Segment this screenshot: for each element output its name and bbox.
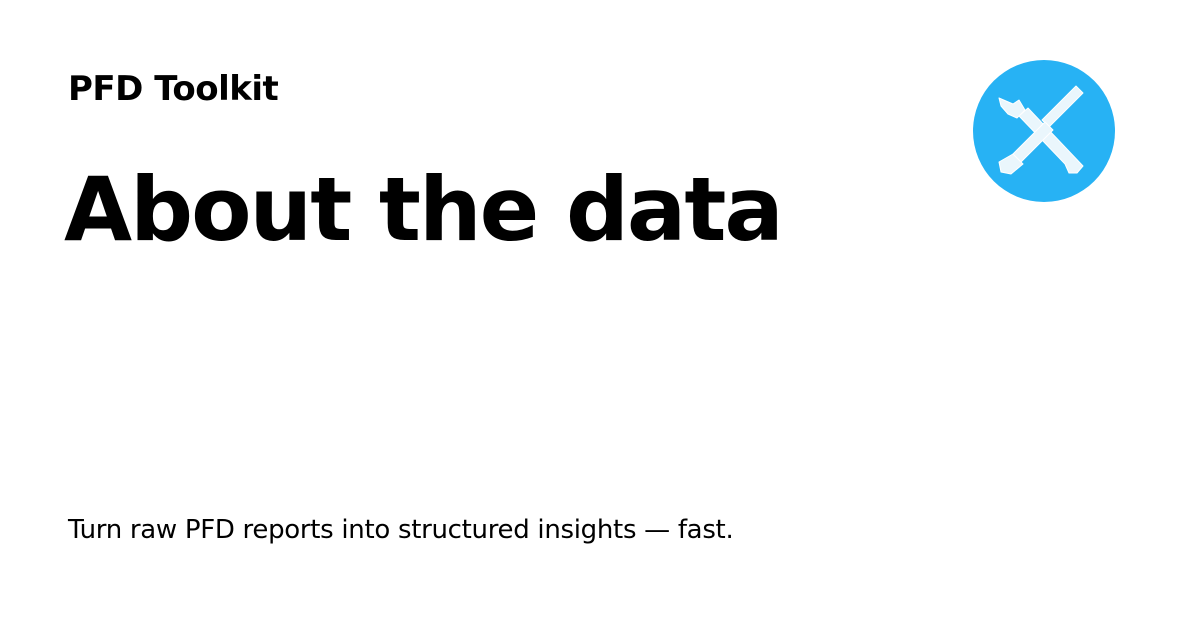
- crossed-wrench-screwdriver-icon: [973, 60, 1115, 202]
- tagline: Turn raw PFD reports into structured ins…: [68, 515, 734, 545]
- page-title: About the data: [64, 158, 784, 261]
- logo: [973, 60, 1115, 202]
- site-name: PFD Toolkit: [68, 69, 279, 109]
